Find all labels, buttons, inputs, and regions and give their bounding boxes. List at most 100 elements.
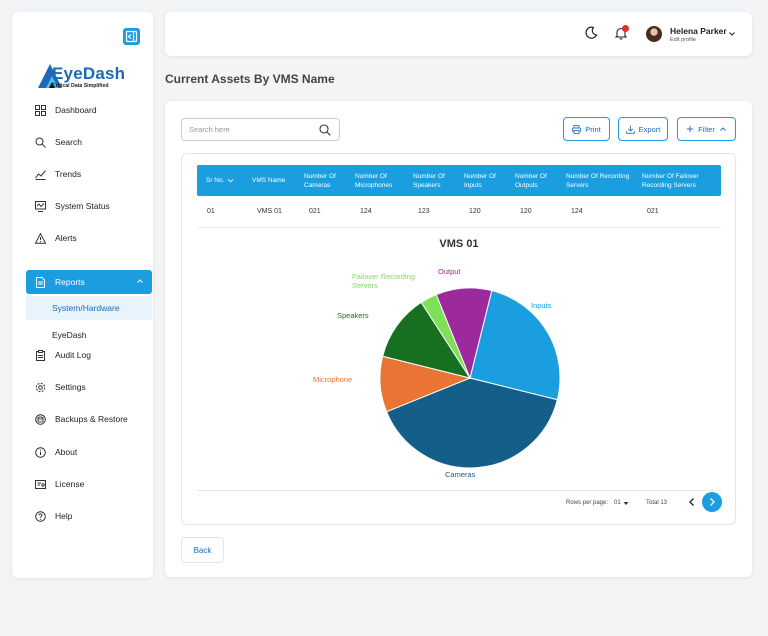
export-button[interactable]: Export xyxy=(618,117,668,141)
gear-icon xyxy=(34,381,46,393)
pie-slice-speakers[interactable] xyxy=(382,301,472,379)
sidebar-item-label: Reports xyxy=(55,277,85,287)
license-icon xyxy=(34,478,46,490)
notification-badge xyxy=(622,25,629,32)
cell-microphones: 124 xyxy=(360,208,372,215)
page-title: Current Assets By VMS Name xyxy=(165,72,335,86)
download-icon xyxy=(625,125,635,134)
back-button[interactable]: Back xyxy=(181,537,224,563)
edit-profile-link[interactable]: Edit profile xyxy=(670,37,696,43)
rows-per-page-select[interactable]: 01 xyxy=(614,500,621,506)
clipboard-icon xyxy=(34,349,46,361)
sidebar-item-label: Alerts xyxy=(55,233,77,243)
table-row[interactable]: 01 VMS 01 021 124 123 120 120 124 021 xyxy=(197,196,721,228)
column-cameras[interactable]: Number Of Cameras xyxy=(304,172,336,189)
sidebar-item-search[interactable]: Search xyxy=(26,130,152,154)
chevron-up-icon xyxy=(720,127,726,131)
pie-label-failover: Failover Recording Servers xyxy=(352,272,415,290)
sidebar-item-label: Audit Log xyxy=(55,350,91,360)
filter-button[interactable]: Filter xyxy=(677,117,736,141)
chart-title: VMS 01 xyxy=(439,238,479,250)
sidebar-item-reports[interactable]: Reports xyxy=(26,270,152,294)
print-button[interactable]: Print xyxy=(563,117,610,141)
previous-page-icon[interactable] xyxy=(687,497,697,507)
sort-chevron-icon xyxy=(228,178,234,183)
caret-down-icon[interactable] xyxy=(623,501,629,506)
pie-label-output: Output xyxy=(438,267,461,276)
cell-recording-servers: 124 xyxy=(571,208,583,215)
sidebar-collapse-button[interactable] xyxy=(123,28,140,45)
collapse-icon xyxy=(125,30,138,43)
cell-cameras: 021 xyxy=(309,208,321,215)
sidebar-item-dashboard[interactable]: Dashboard xyxy=(26,98,152,122)
database-icon xyxy=(34,413,46,425)
print-label: Print xyxy=(585,124,601,134)
cell-outputs: 120 xyxy=(520,208,532,215)
search-input[interactable] xyxy=(189,123,309,136)
pie-chart-svg xyxy=(379,287,561,469)
printer-icon xyxy=(572,124,582,134)
filter-label: Filter xyxy=(698,124,715,134)
pie-slice-cameras[interactable] xyxy=(385,377,558,469)
cell-speakers: 123 xyxy=(418,208,430,215)
trend-icon xyxy=(34,168,46,180)
moon-icon[interactable] xyxy=(584,26,598,40)
pie-slice-inputs[interactable] xyxy=(469,290,561,401)
sidebar-item-trends[interactable]: Trends xyxy=(26,162,152,186)
sidebar-subitem-eyedash[interactable]: EyeDash xyxy=(26,323,152,347)
column-vms-name[interactable]: VMS Name xyxy=(252,177,286,184)
chevron-right-icon xyxy=(710,498,715,506)
sidebar-item-label: Settings xyxy=(55,382,86,392)
sidebar-item-alerts[interactable]: Alerts xyxy=(26,226,152,250)
column-speakers[interactable]: Number Of Speakers xyxy=(413,172,445,189)
column-recording-servers[interactable]: Number Of Recording Servers xyxy=(566,172,630,189)
chevron-down-icon[interactable] xyxy=(728,30,736,38)
warning-icon xyxy=(34,232,46,244)
sidebar-item-license[interactable]: License xyxy=(26,472,152,496)
grid-icon xyxy=(34,104,46,116)
cell-sr-no: 01 xyxy=(207,208,215,215)
pie-label-cameras: Cameras xyxy=(445,470,476,479)
chevron-up-icon xyxy=(137,279,143,283)
sidebar-item-help[interactable]: Help xyxy=(26,504,152,528)
eyedash-logo-icon xyxy=(38,64,62,88)
brand-name: EyeDash xyxy=(52,64,126,83)
sidebar-item-label: Trends xyxy=(55,169,82,179)
column-inputs[interactable]: Number Of Inputs xyxy=(464,172,496,189)
avatar[interactable] xyxy=(646,26,662,42)
sidebar-item-label: Help xyxy=(55,511,73,521)
pagination-divider xyxy=(197,490,721,491)
column-outputs[interactable]: Number Of Outputs xyxy=(515,172,547,189)
sidebar: EyeDash Critical Data Simplified Dashboa… xyxy=(12,12,153,578)
help-icon xyxy=(34,510,46,522)
sidebar-item-about[interactable]: About xyxy=(26,440,152,464)
column-microphones[interactable]: Number Of Microphones xyxy=(355,172,393,189)
info-icon xyxy=(34,446,46,458)
sidebar-subitem-system-hardware[interactable]: System/Hardware xyxy=(26,296,152,320)
brand-tagline: Critical Data Simplified xyxy=(52,83,109,89)
sidebar-item-system-status[interactable]: System Status xyxy=(26,194,152,218)
table-header: Sr No. VMS Name Number Of Cameras Number… xyxy=(197,165,721,196)
report-panel: Sr No. VMS Name Number Of Cameras Number… xyxy=(181,153,736,525)
column-failover-recording-servers[interactable]: Number Of Failover Recording Servers xyxy=(642,172,699,189)
search-box xyxy=(181,118,340,141)
rows-per-page-label: Rows per page: xyxy=(566,500,609,506)
sidebar-item-backups-restore[interactable]: Backups & Restore xyxy=(26,407,152,431)
top-bar: Helena Parker Edit profile xyxy=(165,12,752,56)
search-icon[interactable] xyxy=(319,124,331,136)
user-name[interactable]: Helena Parker xyxy=(670,26,727,36)
pie-chart: VMS 01 Inputs Cameras Microphone Speaker… xyxy=(197,230,721,490)
pie-slice-output[interactable] xyxy=(435,287,493,380)
sidebar-item-label: Backups & Restore xyxy=(55,414,128,424)
sidebar-item-label: System Status xyxy=(55,201,110,211)
sidebar-item-label: License xyxy=(55,479,85,489)
cell-failover-recording-servers: 021 xyxy=(647,208,659,215)
next-page-button[interactable] xyxy=(702,492,722,512)
sidebar-item-audit-log[interactable]: Audit Log xyxy=(26,343,152,367)
sidebar-item-settings[interactable]: Settings xyxy=(26,375,152,399)
pie-label-inputs: Inputs xyxy=(531,301,552,310)
cell-inputs: 120 xyxy=(469,208,481,215)
sidebar-item-label: About xyxy=(55,447,78,457)
sidebar-subitem-label: EyeDash xyxy=(52,330,87,340)
column-sr-no[interactable]: Sr No. xyxy=(206,165,234,196)
